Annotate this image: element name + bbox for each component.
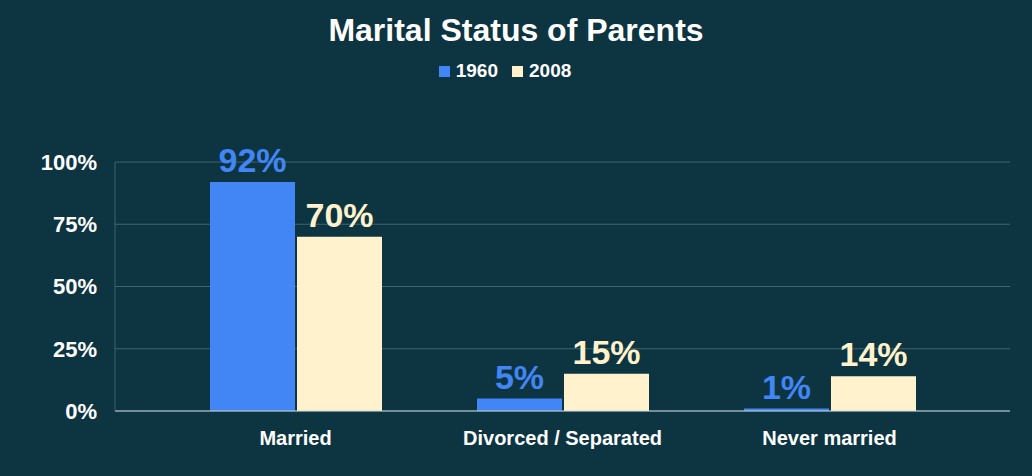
svg-text:100%: 100%: [41, 150, 97, 175]
svg-text:14%: 14%: [839, 335, 907, 373]
html-text:Marital Status of Parents: Marital Status of Parents: [328, 12, 704, 48]
html-text:2008: 2008: [529, 60, 572, 81]
svg-text:25%: 25%: [53, 337, 97, 362]
svg-text:92%: 92%: [218, 141, 286, 179]
svg-text:50%: 50%: [53, 274, 97, 299]
svg-text:Divorced / Separated: Divorced / Separated: [463, 427, 662, 449]
svg-text:75%: 75%: [53, 212, 97, 237]
svg-text:5%: 5%: [495, 358, 544, 396]
html-text:1960: 1960: [455, 60, 498, 81]
svg-text:0%: 0%: [65, 399, 97, 424]
svg-text:70%: 70%: [305, 196, 373, 234]
svg-text:15%: 15%: [572, 333, 640, 371]
svg-text:Married: Married: [259, 427, 331, 449]
svg-text:1%: 1%: [762, 368, 811, 406]
svg-text:Never married: Never married: [762, 427, 897, 449]
